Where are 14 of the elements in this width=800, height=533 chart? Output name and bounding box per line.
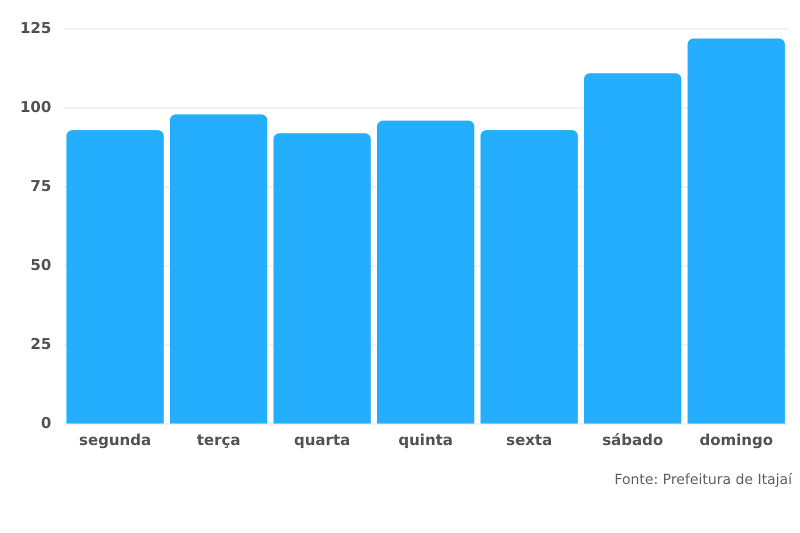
y-tick-label: 75 [30,176,52,195]
x-tick-label: terça [196,430,240,449]
y-tick-label: 0 [40,414,52,432]
y-tick-label: 25 [30,334,52,353]
x-tick-label: sexta [506,430,552,449]
x-tick-label: segunda [79,430,152,449]
x-tick-label: sábado [602,430,664,449]
x-tick-label: quinta [398,430,453,449]
x-tick-label: domingo [699,430,774,449]
y-tick-label: 100 [20,98,52,116]
y-tick-label: 50 [30,256,52,274]
x-tick-label: quarta [294,430,350,449]
y-tick-label: 125 [20,18,52,37]
source-note: Fonte: Prefeitura de Itajaí [613,472,792,488]
